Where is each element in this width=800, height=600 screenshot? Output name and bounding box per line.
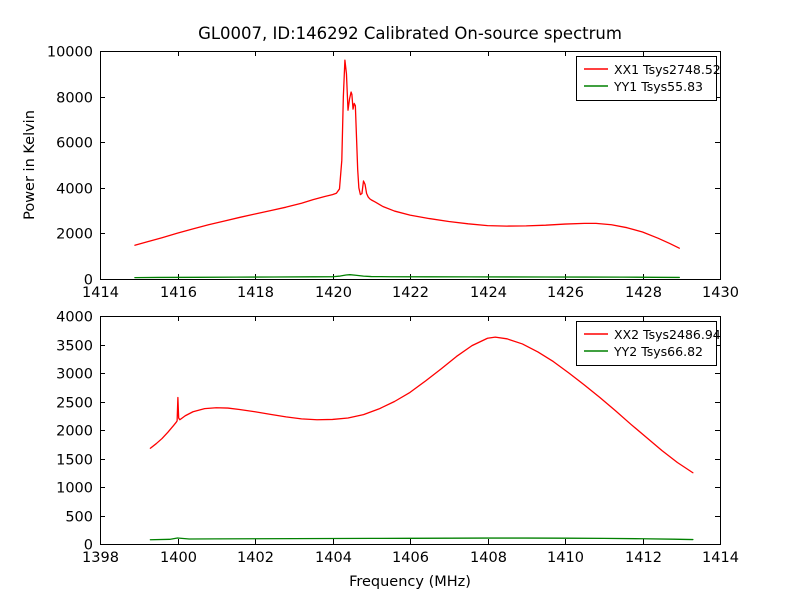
legend-label-0: XX2 Tsys2486.94 xyxy=(614,327,721,342)
y-tick-label: 1500 xyxy=(56,453,93,469)
y-tick-label: 2000 xyxy=(56,227,93,243)
chart-title: GL0007, ID:146292 Calibrated On-source s… xyxy=(198,24,622,43)
y-tick-label: 3000 xyxy=(56,367,93,383)
y-tick-label: 0 xyxy=(84,273,93,289)
y-tick-label: 8000 xyxy=(56,91,93,107)
panel-bottom-panel: 1398 1400 1402 1404 1406 1408 1410 1412 1414 0 500… xyxy=(56,310,739,591)
x-tick-label: 1412 xyxy=(625,550,662,566)
x-tick-label: 1418 xyxy=(237,285,274,301)
x-tick-label: 1424 xyxy=(470,285,507,301)
legend-top-panel: XX1 Tsys2748.52 YY1 Tsys55.83 xyxy=(576,56,721,101)
series-group xyxy=(149,336,694,541)
y-tick-label: 500 xyxy=(65,510,93,526)
y-tick-label: 0 xyxy=(84,538,93,554)
legend-bottom-panel: XX2 Tsys2486.94 YY2 Tsys66.82 xyxy=(576,321,721,366)
y-tick-label: 1000 xyxy=(56,481,93,497)
x-tick-label: 1400 xyxy=(160,550,197,566)
legend-label-0: XX1 Tsys2748.52 xyxy=(614,62,721,77)
x-tick-label: 1402 xyxy=(237,550,274,566)
x-tick-label: 1430 xyxy=(702,285,739,301)
x-tick-label: 1398 xyxy=(82,550,119,566)
y-axis-label: Power in Kelvin xyxy=(22,110,38,220)
series-line-1 xyxy=(149,537,694,541)
series-group xyxy=(134,59,680,279)
legend-label-1: YY1 Tsys55.83 xyxy=(613,79,703,94)
legend-box xyxy=(576,56,717,101)
x-tick-label: 1414 xyxy=(702,550,739,566)
y-tick-label: 10000 xyxy=(47,45,93,61)
panel-top-panel: 1414 1416 1418 1420 1422 1424 1426 1428 1430 0 200… xyxy=(22,24,739,301)
series-line-1 xyxy=(134,274,680,279)
x-tick-label: 1404 xyxy=(315,550,352,566)
y-tick-label: 4000 xyxy=(56,182,93,198)
x-tick-label: 1428 xyxy=(625,285,662,301)
x-tick-label: 1408 xyxy=(470,550,507,566)
x-tick-label: 1426 xyxy=(547,285,584,301)
x-tick-label: 1414 xyxy=(82,285,119,301)
x-tick-label: 1420 xyxy=(315,285,352,301)
x-axis-label: Frequency (MHz) xyxy=(349,574,471,590)
y-tick-label: 2000 xyxy=(56,424,93,440)
x-tick-label: 1406 xyxy=(392,550,429,566)
x-tick-label: 1422 xyxy=(392,285,429,301)
y-tick-label: 6000 xyxy=(56,136,93,152)
y-tick-label: 4000 xyxy=(56,310,93,326)
y-tick-label: 2500 xyxy=(56,396,93,412)
x-tick-label: 1416 xyxy=(160,285,197,301)
y-tick-label: 3500 xyxy=(56,339,93,355)
x-tick-label: 1410 xyxy=(547,550,584,566)
series-line-0 xyxy=(134,59,680,249)
legend-box xyxy=(576,321,717,366)
legend-label-1: YY2 Tsys66.82 xyxy=(613,344,703,359)
series-line-0 xyxy=(149,336,694,474)
